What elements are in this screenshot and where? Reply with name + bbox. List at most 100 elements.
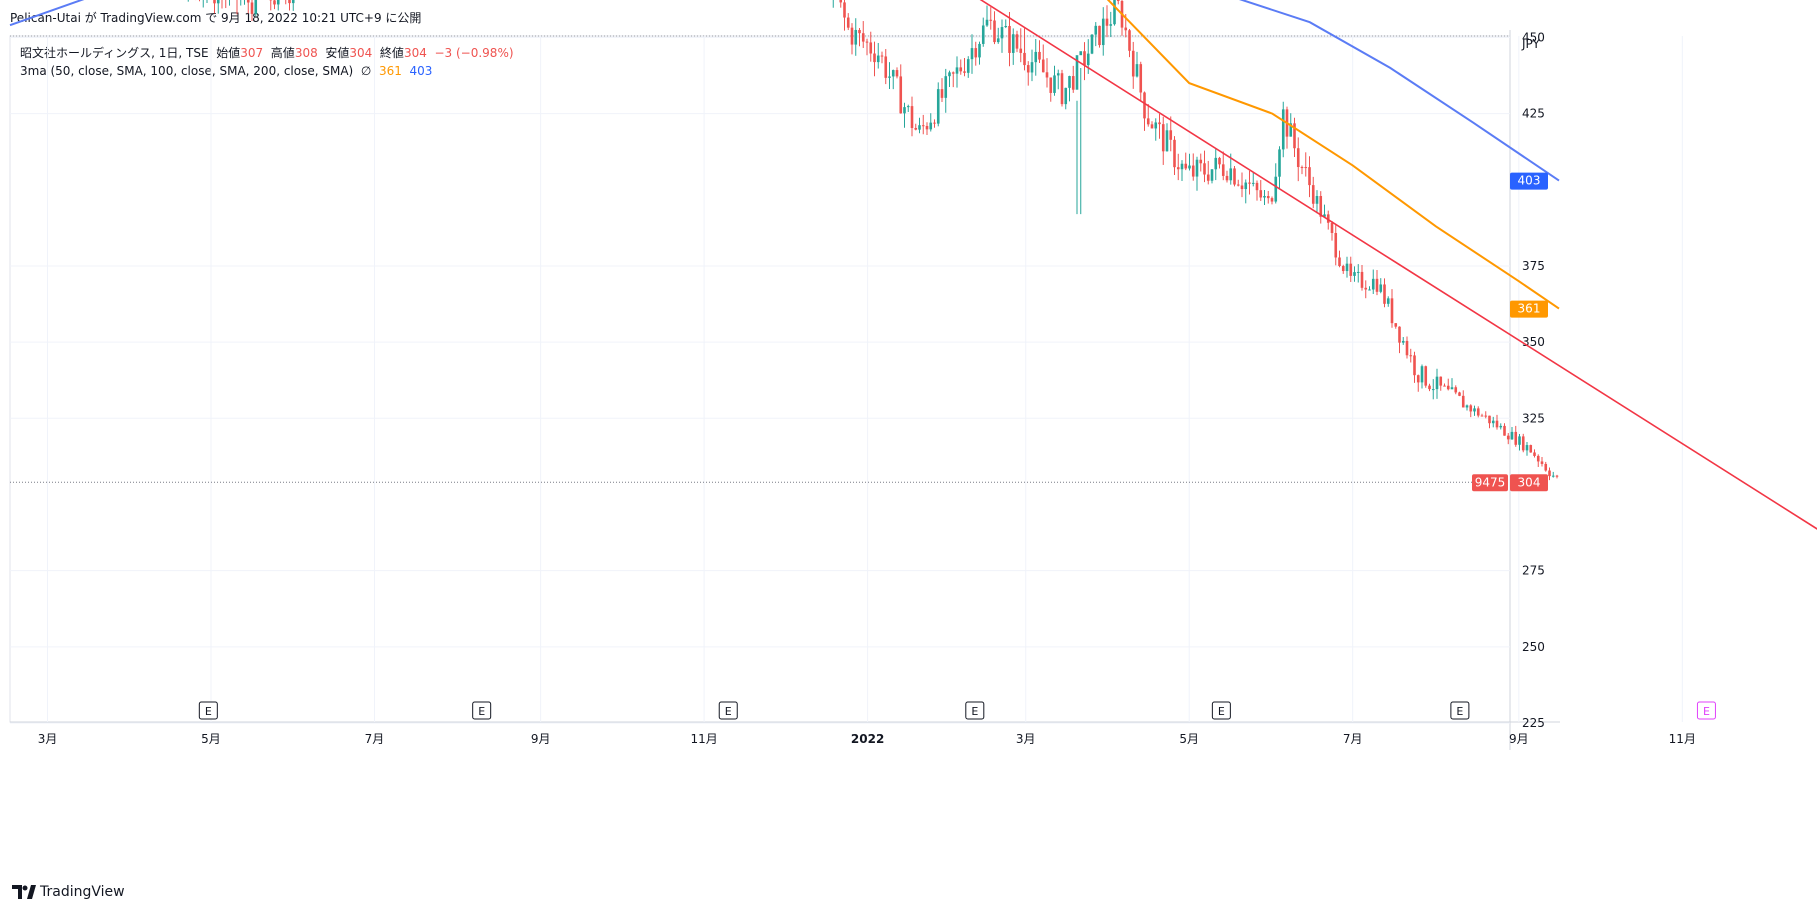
candle-body (865, 41, 869, 43)
publish-line: Pelican-Utai が TradingView.com で 9月 18, … (10, 11, 422, 25)
candle-body (1341, 266, 1345, 272)
candle-body (846, 17, 850, 28)
y-tick-label: 375 (1522, 259, 1545, 273)
candle-body (1345, 263, 1349, 272)
candle-body (1094, 25, 1098, 35)
candle-body (1105, 18, 1109, 26)
ma50-na: ∅ (360, 64, 372, 78)
candle-body (854, 29, 858, 45)
candle-body (1139, 64, 1143, 93)
earnings-marker-label: E (1703, 705, 1710, 718)
chart-grid (9, 30, 1683, 750)
high-label: 高値 (270, 46, 295, 60)
candle-body (1536, 455, 1540, 462)
tradingview-logo-icon (12, 885, 36, 899)
candle-body (1450, 387, 1454, 390)
candle-body (1514, 431, 1518, 445)
price-label-361: 361 (1518, 302, 1541, 316)
candle-body (1049, 77, 1053, 93)
earnings-marker (1211, 701, 1231, 720)
candle-body (250, 2, 254, 14)
plot-frame (9, 35, 1511, 723)
candle-body (246, 0, 250, 3)
candle-body (1176, 167, 1180, 170)
volume-label: 9475 (1475, 475, 1506, 489)
candle-body (1143, 92, 1146, 119)
candle-body (1296, 148, 1300, 168)
candle-body (891, 70, 895, 77)
candle-body (1469, 405, 1473, 412)
candle-body (929, 122, 933, 130)
candle-body (1375, 278, 1379, 292)
indicator-legend: 3ma (50, close, SMA, 100, close, SMA, 20… (20, 64, 432, 78)
candle-body (873, 53, 876, 63)
symbol-name[interactable]: 昭文社ホールディングス, 1日, TSE (20, 46, 209, 60)
ma100-value: 361 (378, 64, 402, 78)
candle-body (1548, 470, 1551, 477)
price-label-403: 403 (1518, 174, 1541, 188)
candle-body (1506, 435, 1510, 440)
candle-body (1165, 130, 1169, 152)
candle-body (1488, 415, 1491, 424)
price-label-box-304 (1510, 474, 1548, 492)
candle-body (925, 125, 929, 130)
symbol-legend: 昭文社ホールディングス, 1日, TSE 始値307 高値308 安値304 終… (20, 44, 514, 61)
candle-body (213, 0, 216, 4)
candle-body (1476, 408, 1480, 416)
candle-body (1218, 157, 1221, 165)
candle-body (1173, 139, 1176, 168)
indicator-name[interactable]: 3ma (50, close, SMA, 100, close, SMA, 20… (20, 64, 354, 78)
candle-body (1240, 185, 1244, 190)
candle-body (1555, 475, 1559, 477)
candle-body (1083, 51, 1086, 66)
earnings-marker-label: E (971, 705, 978, 718)
candle-body (1443, 385, 1446, 387)
candle-body (1428, 385, 1431, 390)
candles (187, 0, 1559, 481)
candle-body (1015, 34, 1019, 49)
candle-body (1499, 425, 1503, 428)
candle-body (884, 56, 888, 78)
candle-body (1551, 475, 1555, 477)
candle-body (839, 0, 843, 3)
candle-body (1503, 425, 1506, 436)
candle-body (1154, 122, 1158, 129)
tradingview-footer[interactable]: TradingView (12, 884, 125, 900)
candle-body (1221, 164, 1225, 176)
candle-body (959, 67, 963, 72)
x-tick-label: 5月 (201, 732, 221, 746)
candle-body (1090, 34, 1094, 54)
candle-body (933, 122, 936, 124)
candle-body (978, 43, 981, 58)
earnings-marker-label: E (1456, 705, 1463, 718)
candle-body (1011, 34, 1015, 53)
candle-body (1255, 182, 1259, 191)
candle-body (1461, 395, 1465, 408)
candle-body (1379, 284, 1383, 292)
candle-body (1311, 185, 1315, 204)
candle-body (903, 107, 906, 114)
candle-body (948, 72, 951, 77)
candle-body (1334, 232, 1338, 258)
x-tick-label: 3月 (38, 732, 58, 746)
candle-body (944, 76, 948, 98)
candle-body (914, 127, 918, 130)
candle-body (1128, 30, 1131, 51)
candle-body (1281, 109, 1285, 150)
candle-body (1071, 76, 1075, 90)
close-value: 304 (403, 46, 427, 60)
candle-body (918, 125, 921, 130)
candle-body (1356, 271, 1360, 273)
earnings-marker (1696, 701, 1716, 720)
candle-body (936, 89, 940, 124)
earnings-marker-label: E (1218, 705, 1225, 718)
earnings-marker-label: E (725, 705, 732, 718)
candle-body (1383, 284, 1386, 304)
candle-body (1019, 48, 1023, 53)
candle-body (1300, 167, 1304, 169)
candle-body (1416, 375, 1420, 383)
candle-body (1458, 392, 1461, 396)
candle-body (1446, 385, 1450, 390)
candle-body (1289, 123, 1293, 137)
